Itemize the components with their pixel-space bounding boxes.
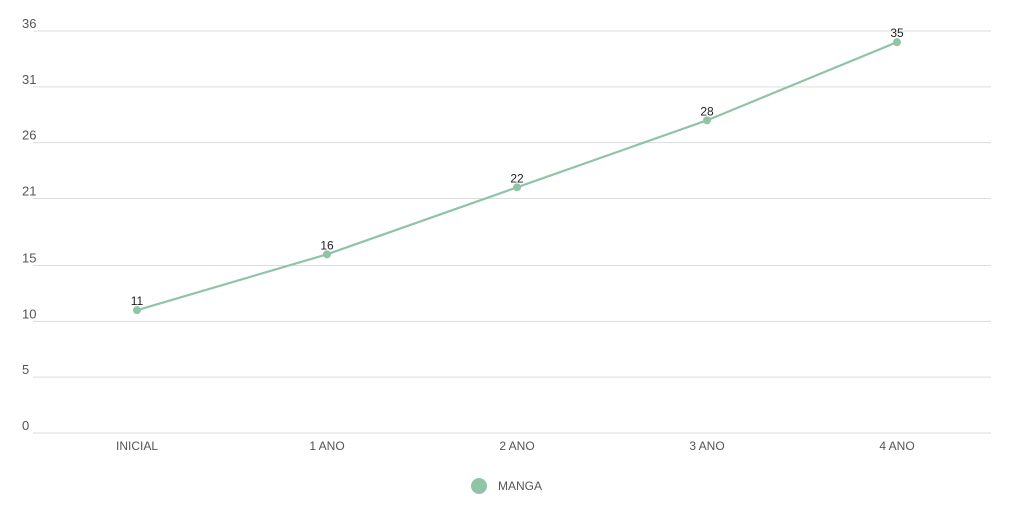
series-group xyxy=(133,38,901,315)
legend-marker[interactable] xyxy=(471,478,487,494)
x-tick-label: 1 ANO xyxy=(309,439,344,453)
data-point[interactable] xyxy=(323,250,331,259)
data-label: 11 xyxy=(131,294,144,308)
y-tick-label: 21 xyxy=(22,184,36,199)
x-tick-label: 2 ANO xyxy=(499,439,534,453)
y-tick-label: 26 xyxy=(22,128,36,143)
grid-lines xyxy=(33,30,991,434)
x-tick-label: 3 ANO xyxy=(689,439,724,453)
y-tick-label: 31 xyxy=(22,72,36,87)
data-label: 22 xyxy=(510,171,524,185)
data-point[interactable] xyxy=(893,38,901,47)
data-point[interactable] xyxy=(513,183,521,192)
data-labels: 11 16 22 28 35 xyxy=(131,26,904,308)
x-tick-label: 4 ANO xyxy=(879,439,914,453)
data-point[interactable] xyxy=(133,306,141,315)
x-axis: INICIAL 1 ANO 2 ANO 3 ANO 4 ANO xyxy=(116,439,915,453)
y-tick-label: 10 xyxy=(22,306,36,321)
y-tick-label: 36 xyxy=(22,16,36,31)
x-tick-label: INICIAL xyxy=(116,439,158,453)
y-tick-label: 0 xyxy=(22,418,29,433)
y-tick-label: 5 xyxy=(22,362,29,377)
y-axis: 0 5 10 15 21 26 31 36 xyxy=(22,16,36,433)
legend-label[interactable]: MANGA xyxy=(498,479,542,493)
y-tick-label: 15 xyxy=(22,251,36,266)
data-label: 28 xyxy=(700,104,714,118)
legend[interactable]: MANGA xyxy=(471,478,542,494)
data-label: 16 xyxy=(320,238,334,252)
data-label: 35 xyxy=(890,26,904,40)
data-point[interactable] xyxy=(703,116,711,125)
